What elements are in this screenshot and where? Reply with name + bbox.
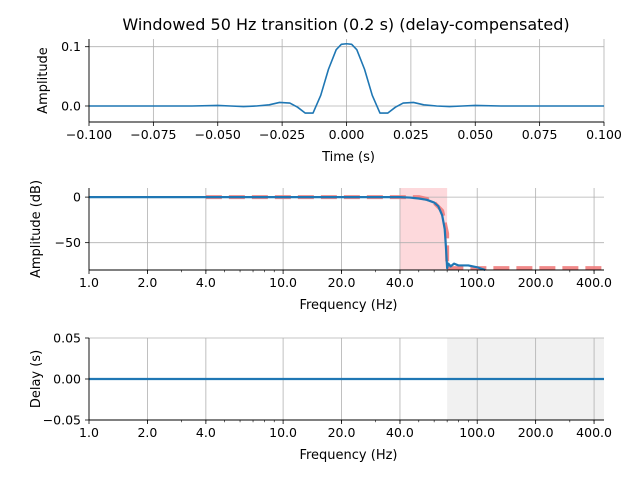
magnitude-response-x-tick-label: 4.0: [196, 275, 216, 290]
magnitude-response-x-tick-label: 40.0: [386, 275, 414, 290]
group-delay-x-tick-label: 2.0: [137, 425, 157, 440]
group-delay-x-tick-label: 20.0: [328, 425, 356, 440]
magnitude-response-x-tick-label: 200.0: [518, 275, 554, 290]
magnitude-response-x-tick-label: 2.0: [137, 275, 157, 290]
impulse-response-x-axis-label: Time (s): [321, 150, 375, 165]
group-delay-y-tick-label: −0.05: [43, 413, 81, 428]
magnitude-response-y-tick-label: 0: [73, 190, 81, 205]
group-delay-x-tick-label: 4.0: [196, 425, 216, 440]
magnitude-response-series-line: [89, 196, 486, 271]
magnitude-response-x-tick-label: 10.0: [269, 275, 297, 290]
group-delay-axes: 1.0 2.0 4.0 10.0 20.0 40.0 100.0 200.0 400.0 0.05…: [29, 331, 612, 464]
impulse-response-x-tick-label: 0.050: [457, 127, 493, 142]
chart-title: Windowed 50 Hz transition (0.2 s) (delay…: [122, 15, 569, 34]
magnitude-response-axes: 1.0 2.0 4.0 10.0 20.0 40.0 100.0 200.0 400.0 0 −50…: [29, 180, 612, 313]
impulse-response-x-tick-label: 0.100: [586, 127, 622, 142]
magnitude-response-x-tick-label: 20.0: [328, 275, 356, 290]
group-delay-x-tick-label: 100.0: [459, 425, 495, 440]
magnitude-response-x-axis-label: Frequency (Hz): [299, 298, 397, 313]
impulse-response-x-tick-label: −0.100: [66, 127, 112, 142]
impulse-response-x-tick-label: 0.025: [393, 127, 429, 142]
magnitude-response-y-axis-label: Amplitude (dB): [29, 180, 44, 278]
magnitude-response-x-tick-label: 1.0: [79, 275, 99, 290]
impulse-response-axes: −0.100 −0.075 −0.050 −0.025 0.000 0.025 0.050 0…: [36, 39, 622, 165]
group-delay-x-axis-label: Frequency (Hz): [299, 448, 397, 463]
magnitude-response-shaded-band: [399, 188, 448, 270]
group-delay-y-tick-label: 0.05: [53, 331, 81, 346]
group-delay-y-axis-label: Delay (s): [29, 350, 44, 408]
group-delay-x-tick-label: 40.0: [386, 425, 414, 440]
impulse-response-y-tick-label: 0.0: [61, 98, 81, 113]
impulse-response-y-axis-label: Amplitude: [36, 47, 51, 114]
magnitude-response-y-tick-label: −50: [55, 235, 81, 250]
group-delay-x-tick-label: 400.0: [576, 425, 612, 440]
impulse-response-y-tick-label: 0.1: [61, 39, 81, 54]
magnitude-response-x-tick-label: 100.0: [459, 275, 495, 290]
magnitude-response-x-tick-label: 400.0: [576, 275, 612, 290]
impulse-response-x-tick-label: 0.075: [522, 127, 558, 142]
impulse-response-x-tick-label: −0.050: [195, 127, 241, 142]
impulse-response-x-tick-label: −0.025: [259, 127, 305, 142]
group-delay-x-tick-label: 10.0: [269, 425, 297, 440]
group-delay-x-tick-label: 1.0: [79, 425, 99, 440]
group-delay-y-tick-label: 0.00: [53, 372, 81, 387]
group-delay-x-tick-label: 200.0: [518, 425, 554, 440]
impulse-response-x-tick-label: −0.075: [130, 127, 176, 142]
impulse-response-x-tick-label: 0.000: [329, 127, 365, 142]
impulse-response-series-line: [89, 42, 604, 114]
